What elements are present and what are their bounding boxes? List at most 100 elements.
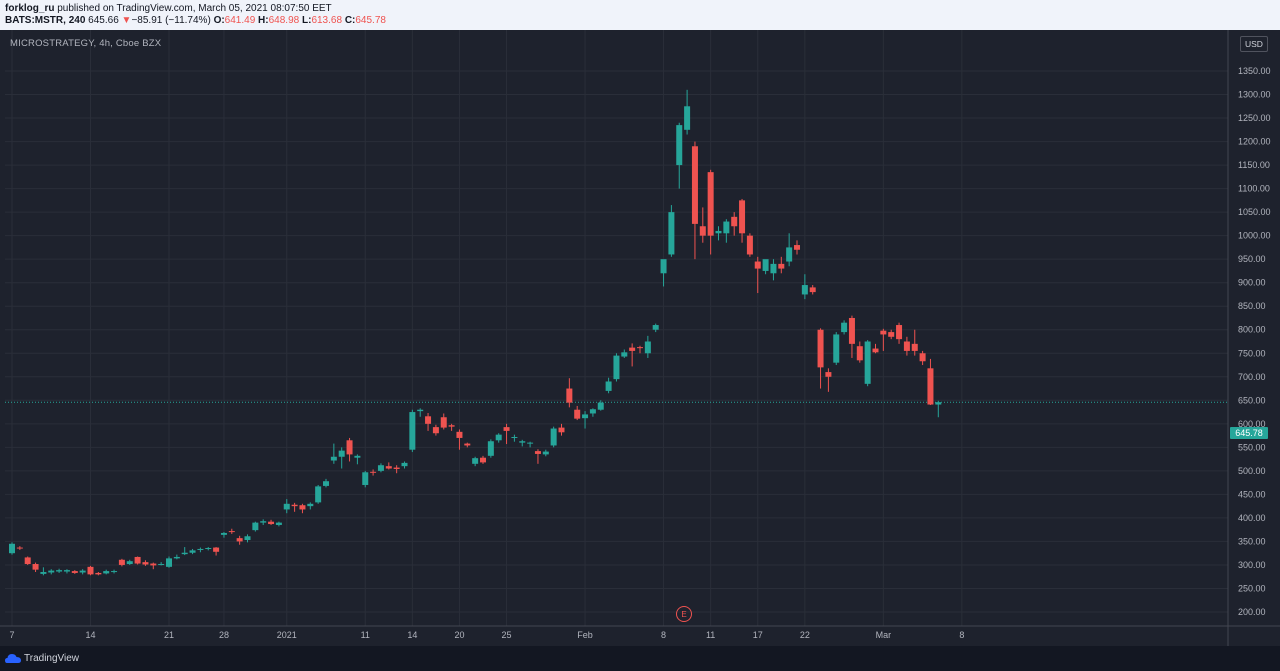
- candle-body[interactable]: [833, 334, 840, 363]
- candle-body[interactable]: [299, 505, 306, 510]
- candle-body[interactable]: [213, 547, 220, 552]
- candle-body[interactable]: [260, 521, 267, 523]
- candle-body[interactable]: [323, 481, 329, 486]
- candle-body[interactable]: [377, 465, 384, 471]
- candle-body[interactable]: [888, 332, 895, 337]
- candle-body[interactable]: [935, 402, 942, 405]
- candle-body[interactable]: [197, 548, 204, 550]
- candle-body[interactable]: [166, 558, 172, 567]
- candle-body[interactable]: [189, 550, 196, 553]
- candle-body[interactable]: [487, 441, 494, 456]
- candle-body[interactable]: [691, 146, 698, 224]
- candle-body[interactable]: [542, 451, 549, 455]
- candle-body[interactable]: [684, 106, 691, 130]
- candle-body[interactable]: [558, 427, 565, 433]
- candle-body[interactable]: [456, 431, 463, 438]
- earnings-event-icon[interactable]: E: [676, 606, 692, 622]
- candle-body[interactable]: [48, 570, 55, 573]
- candle-body[interactable]: [134, 556, 141, 564]
- candle-body[interactable]: [252, 522, 259, 531]
- candle-body[interactable]: [24, 557, 31, 565]
- candle-body[interactable]: [534, 451, 541, 454]
- candle-body[interactable]: [315, 486, 322, 503]
- candle-body[interactable]: [118, 559, 125, 565]
- candle-body[interactable]: [809, 287, 816, 293]
- candle-body[interactable]: [268, 521, 275, 525]
- currency-button[interactable]: USD: [1240, 36, 1268, 52]
- candle-body[interactable]: [393, 467, 400, 469]
- candle-body[interactable]: [472, 458, 479, 464]
- chart-area[interactable]: 200.00 250.00 300.00 350.00 400.00 450.00 500.…: [0, 30, 1280, 646]
- candle-body[interactable]: [919, 353, 926, 362]
- candle-body[interactable]: [330, 456, 337, 461]
- candle-body[interactable]: [236, 538, 243, 542]
- candle-body[interactable]: [432, 427, 439, 434]
- candle-body[interactable]: [291, 504, 298, 507]
- candle-body[interactable]: [880, 330, 887, 335]
- candle-body[interactable]: [550, 428, 557, 446]
- candle-body[interactable]: [589, 409, 596, 414]
- candle-body[interactable]: [32, 564, 39, 570]
- candle-body[interactable]: [173, 556, 180, 559]
- candle-body[interactable]: [511, 436, 518, 438]
- candle-body[interactable]: [896, 325, 903, 340]
- candle-body[interactable]: [181, 552, 188, 555]
- candle-body[interactable]: [676, 125, 683, 166]
- tradingview-brand[interactable]: TradingView: [24, 653, 80, 664]
- candle-body[interactable]: [739, 200, 746, 234]
- candle-body[interactable]: [707, 172, 714, 236]
- candle-body[interactable]: [762, 259, 769, 271]
- candle-body[interactable]: [71, 571, 78, 573]
- candle-body[interactable]: [911, 343, 918, 351]
- candle-body[interactable]: [409, 412, 416, 450]
- candle-body[interactable]: [307, 503, 314, 507]
- candle-body[interactable]: [150, 563, 157, 566]
- candle-body[interactable]: [566, 388, 573, 403]
- candle-body[interactable]: [275, 522, 282, 525]
- candle-body[interactable]: [401, 462, 408, 467]
- author-name[interactable]: forklog_ru: [5, 3, 55, 14]
- candle-body[interactable]: [527, 442, 534, 444]
- candle-body[interactable]: [872, 348, 879, 353]
- candle-body[interactable]: [142, 562, 149, 565]
- candle-body[interactable]: [220, 532, 227, 535]
- candle-body[interactable]: [464, 443, 471, 446]
- candle-body[interactable]: [417, 409, 424, 412]
- candle-body[interactable]: [448, 425, 455, 427]
- candle-body[interactable]: [362, 472, 369, 485]
- candle-body[interactable]: [637, 347, 643, 349]
- candle-body[interactable]: [770, 263, 777, 274]
- candle-body[interactable]: [644, 341, 651, 354]
- candle-body[interactable]: [817, 329, 824, 368]
- candle-body[interactable]: [801, 285, 808, 295]
- candle-body[interactable]: [903, 341, 910, 351]
- candle-body[interactable]: [699, 226, 706, 236]
- candle-body[interactable]: [228, 531, 235, 533]
- candle-body[interactable]: [95, 572, 102, 575]
- candle-body[interactable]: [786, 247, 793, 262]
- candle-body[interactable]: [723, 221, 730, 234]
- candle-body[interactable]: [621, 352, 628, 357]
- candle-body[interactable]: [794, 245, 800, 250]
- candle-body[interactable]: [158, 564, 165, 566]
- candle-body[interactable]: [778, 263, 785, 269]
- candle-body[interactable]: [103, 571, 110, 574]
- candle-body[interactable]: [480, 457, 486, 463]
- candle-body[interactable]: [582, 414, 589, 419]
- candle-body[interactable]: [652, 325, 659, 330]
- candlestick-chart[interactable]: 200.00 250.00 300.00 350.00 400.00 450.00 500.…: [0, 30, 1280, 646]
- candle-body[interactable]: [848, 317, 855, 344]
- candle-body[interactable]: [244, 536, 251, 541]
- candle-body[interactable]: [574, 409, 581, 419]
- candle-body[interactable]: [338, 450, 345, 457]
- candle-body[interactable]: [354, 455, 361, 458]
- candle-body[interactable]: [425, 416, 432, 424]
- candle-body[interactable]: [346, 440, 353, 455]
- candle-body[interactable]: [79, 570, 86, 573]
- tradingview-logo-icon[interactable]: [5, 653, 21, 664]
- candle-body[interactable]: [503, 427, 510, 431]
- candle-body[interactable]: [205, 548, 212, 550]
- candle-body[interactable]: [495, 434, 502, 441]
- candle-body[interactable]: [668, 212, 675, 255]
- candle-body[interactable]: [660, 259, 667, 274]
